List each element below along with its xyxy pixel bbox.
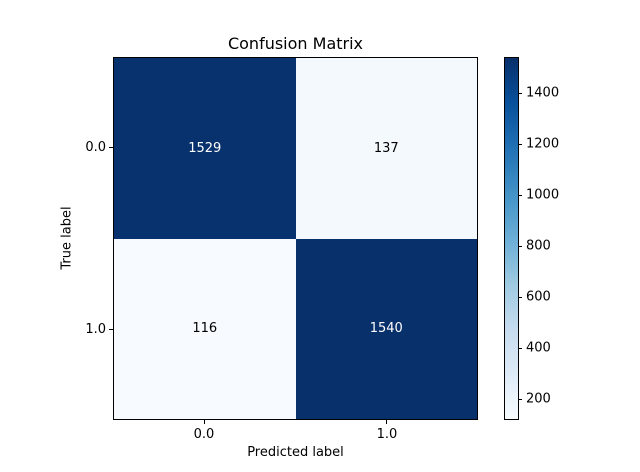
- y-tick-mark-0: [109, 147, 113, 148]
- x-tick-mark-1: [386, 420, 387, 424]
- colorbar-tick-label: 1200: [526, 136, 560, 152]
- colorbar-ticks: 200 400 600 800 1000 1200 1400: [518, 57, 598, 420]
- x-tick-mark-0: [204, 420, 205, 424]
- colorbar-tick-mark: [518, 194, 522, 196]
- y-tick-label-0: 0.0: [85, 140, 106, 155]
- plot-area: 1529 137 116 1540: [113, 57, 478, 420]
- colorbar-tick-label: 200: [526, 391, 551, 407]
- colorbar-tick-label: 800: [526, 238, 551, 254]
- colorbar-tick-mark: [518, 296, 522, 298]
- x-axis-label: Predicted label: [247, 445, 344, 460]
- colorbar-tick-label: 1000: [526, 187, 560, 203]
- colorbar-tick-mark: [518, 92, 522, 94]
- colorbar-tick-mark: [518, 398, 522, 400]
- matrix-cell-true0-pred1: 137: [295, 58, 477, 239]
- matrix-cell-true1-pred1: 1540: [295, 238, 477, 419]
- colorbar-tick-label: 1400: [526, 85, 560, 101]
- chart-title: Confusion Matrix: [227, 34, 364, 53]
- colorbar: [504, 57, 519, 420]
- y-tick-label-1: 1.0: [85, 322, 106, 337]
- x-tick-label-0: 0.0: [193, 427, 215, 442]
- colorbar-tick-mark: [518, 347, 522, 349]
- colorbar-tick-mark: [518, 143, 522, 145]
- colorbar-tick-label: 400: [526, 340, 551, 356]
- y-tick-mark-1: [109, 329, 113, 330]
- y-axis-label: True label: [59, 206, 75, 270]
- colorbar-tick-mark: [518, 245, 522, 247]
- colorbar-tick-label: 600: [526, 289, 551, 305]
- matrix-cell-true0-pred0: 1529: [114, 58, 296, 239]
- x-tick-label-1: 1.0: [376, 427, 398, 442]
- matrix-cell-true1-pred0: 116: [114, 238, 296, 419]
